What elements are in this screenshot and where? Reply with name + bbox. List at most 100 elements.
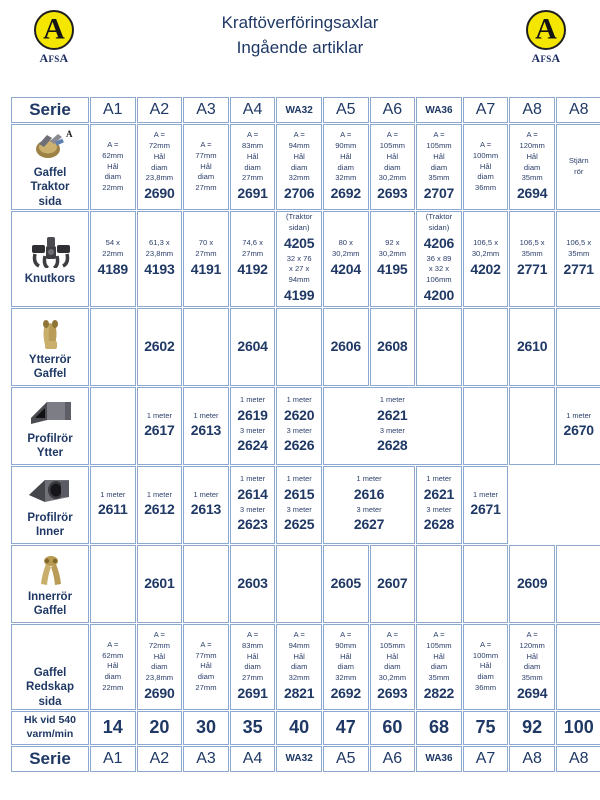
cell-knutkors-7[interactable]: (Traktor sidan) 4206 36 x 89 x 32 x 106mm 4200 <box>416 211 462 307</box>
cell-ytterror_gaffel-10[interactable] <box>555 307 600 386</box>
article-number[interactable]: 2623 <box>237 516 268 533</box>
article-number[interactable]: 2671 <box>470 501 501 518</box>
article-number[interactable]: 4192 <box>237 260 268 277</box>
cell-knutkors-3[interactable]: 74,6 x 27mm 4192 <box>229 211 276 307</box>
cell-gaffel_redskap-1[interactable]: A = 72mm Hål diam 23,8mm 2690 <box>136 623 183 710</box>
cell-profilror_inner-3[interactable]: 1 meter 2614 3 meter 2623 <box>229 465 276 544</box>
article-number[interactable]: 4189 <box>97 260 129 277</box>
article-number[interactable]: 2626 <box>283 437 315 454</box>
cell-knutkors-8[interactable]: 106,5 x 30,2mm 4202 <box>462 211 509 307</box>
cell-ytterror_gaffel-6[interactable]: 2608 <box>369 307 416 386</box>
cell-gaffel_redskap-5[interactable]: A = 90mm Hål diam 32mm 2692 <box>322 623 369 710</box>
cell-innerror_gaffel-6[interactable]: 2607 <box>369 544 416 623</box>
article-number[interactable]: 2821 <box>283 684 315 701</box>
hk-value-9[interactable]: 92 <box>509 710 555 745</box>
article-number[interactable]: 2619 <box>237 406 268 423</box>
article-number[interactable]: 2604 <box>237 337 268 354</box>
article-number[interactable]: 4204 <box>330 260 362 277</box>
column-header-a3-2[interactable]: A3 <box>183 97 229 123</box>
cell-innerror_gaffel-9[interactable]: 2609 <box>509 544 555 623</box>
cell-knutkors-2[interactable]: 70 x 27mm 4191 <box>183 211 229 307</box>
article-number[interactable]: 2691 <box>237 185 268 202</box>
cell-gaffel_traktor-3[interactable]: A = 83mm Hål diam 27mm 2691 <box>229 124 276 211</box>
article-number[interactable]: 2611 <box>98 501 128 518</box>
column-header-a2-1[interactable]: A2 <box>136 745 183 772</box>
cell-gaffel_redskap-8[interactable]: A = 100mm Hål diam 36mm <box>462 623 509 710</box>
article-number[interactable]: 2670 <box>563 422 595 439</box>
article-number[interactable]: 2612 <box>144 501 175 518</box>
hk-value-6[interactable]: 60 <box>369 710 416 745</box>
cell-ytterror_gaffel-8[interactable] <box>462 307 509 386</box>
cell-ytterror_gaffel-4[interactable] <box>276 307 322 386</box>
article-number[interactable]: 4206 <box>423 234 455 251</box>
cell-knutkors-10[interactable]: 106,5 x 35mm 2771 <box>555 211 600 307</box>
article-number[interactable]: 2602 <box>144 337 175 354</box>
article-number[interactable]: 2771 <box>563 260 595 277</box>
article-number[interactable]: 2614 <box>237 485 268 502</box>
article-number[interactable]: 2628 <box>423 516 455 533</box>
article-number[interactable]: 2692 <box>330 185 362 202</box>
cell-gaffel_redskap-0[interactable]: A = 62mm Hål diam 22mm <box>90 623 136 710</box>
article-number[interactable]: 2706 <box>283 185 315 202</box>
article-number[interactable]: 2771 <box>516 260 548 277</box>
article-number[interactable]: 2694 <box>516 684 548 701</box>
cell-ytterror_gaffel-2[interactable] <box>183 307 229 386</box>
cell-gaffel_redskap-9[interactable]: A = 120mm Hål diam 35mm 2694 <box>509 623 555 710</box>
column-header-a6-6[interactable]: A6 <box>369 97 416 123</box>
hk-value-2[interactable]: 30 <box>183 710 229 745</box>
column-header-a2-1[interactable]: A2 <box>136 97 183 123</box>
cell-profilror_inner-6[interactable]: 1 meter 2621 3 meter 2628 <box>416 465 462 544</box>
cell-gaffel_traktor-5[interactable]: A = 90mm Hål diam 32mm 2692 <box>322 124 369 211</box>
article-number[interactable]: 2606 <box>330 337 362 354</box>
article-number[interactable]: 2603 <box>237 574 268 591</box>
column-header-wa36-7[interactable]: WA36 <box>416 745 462 772</box>
cell-gaffel_traktor-7[interactable]: A = 105mm Hål diam 35mm 2707 <box>416 124 462 211</box>
cell-profilror_inner-2[interactable]: 1 meter 2613 <box>183 465 229 544</box>
column-header-a1-0[interactable]: A1 <box>90 745 136 772</box>
cell-gaffel_traktor-6[interactable]: A = 105mm Hål diam 30,2mm 2693 <box>369 124 416 211</box>
cell-gaffel_traktor-9[interactable]: A = 120mm Hål diam 35mm 2694 <box>509 124 555 211</box>
column-header-a7-8[interactable]: A7 <box>462 97 509 123</box>
article-number[interactable]: 2607 <box>377 574 408 591</box>
article-number[interactable]: 2613 <box>190 422 222 439</box>
article-number[interactable]: 2608 <box>377 337 408 354</box>
cell-gaffel_traktor-1[interactable]: A = 72mm Hål diam 23,8mm 2690 <box>136 124 183 211</box>
column-header-wa36-7[interactable]: WA36 <box>416 97 462 123</box>
cell-gaffel_redskap-7[interactable]: A = 105mm Hål diam 35mm 2822 <box>416 623 462 710</box>
column-header-a5-5[interactable]: A5 <box>322 745 369 772</box>
cell-profilror_inner-5[interactable]: 1 meter 2616 3 meter 2627 <box>322 465 416 544</box>
cell-innerror_gaffel-1[interactable]: 2601 <box>136 544 183 623</box>
cell-gaffel_traktor-0[interactable]: A = 62mm Hål diam 22mm <box>90 124 136 211</box>
article-number[interactable]: 2693 <box>377 684 408 701</box>
article-number[interactable]: 2690 <box>144 185 175 202</box>
cell-knutkors-6[interactable]: 92 x 30,2mm 4195 <box>369 211 416 307</box>
article-number[interactable]: 2620 <box>283 406 315 423</box>
column-header-a3-2[interactable]: A3 <box>183 745 229 772</box>
article-number[interactable]: 4205 <box>283 234 315 251</box>
cell-knutkors-4[interactable]: (Traktor sidan) 4205 32 x 76 x 27 x 94mm 4199 <box>276 211 322 307</box>
cell-profilror_ytter-7[interactable] <box>509 386 555 465</box>
column-header-a1-0[interactable]: A1 <box>90 97 136 123</box>
cell-profilror_inner-7[interactable]: 1 meter 2671 <box>462 465 509 544</box>
cell-innerror_gaffel-5[interactable]: 2605 <box>322 544 369 623</box>
article-number[interactable]: 2613 <box>190 501 222 518</box>
cell-innerror_gaffel-2[interactable] <box>183 544 229 623</box>
article-number[interactable]: 2621 <box>377 406 408 423</box>
column-header-a8-10[interactable]: A8 <box>555 97 600 123</box>
hk-value-5[interactable]: 47 <box>322 710 369 745</box>
article-number[interactable]: 4193 <box>144 260 175 277</box>
article-number[interactable]: 2691 <box>237 684 268 701</box>
cell-gaffel_redskap-2[interactable]: A = 77mm Hål diam 27mm <box>183 623 229 710</box>
column-header-a8-9[interactable]: A8 <box>509 745 555 772</box>
cell-profilror_inner-0[interactable]: 1 meter 2611 <box>90 465 136 544</box>
cell-gaffel_traktor-10[interactable]: Stjärn rör <box>555 124 600 211</box>
cell-innerror_gaffel-3[interactable]: 2603 <box>229 544 276 623</box>
article-number[interactable]: 2822 <box>423 684 455 701</box>
article-number[interactable]: 2616 <box>353 485 385 502</box>
cell-profilror_ytter-8[interactable]: 1 meter 2670 <box>555 386 600 465</box>
hk-value-10[interactable]: 100 <box>555 710 600 745</box>
cell-innerror_gaffel-10[interactable] <box>555 544 600 623</box>
cell-ytterror_gaffel-7[interactable] <box>416 307 462 386</box>
article-number[interactable]: 4200 <box>423 286 455 303</box>
article-number[interactable]: 2628 <box>377 437 408 454</box>
